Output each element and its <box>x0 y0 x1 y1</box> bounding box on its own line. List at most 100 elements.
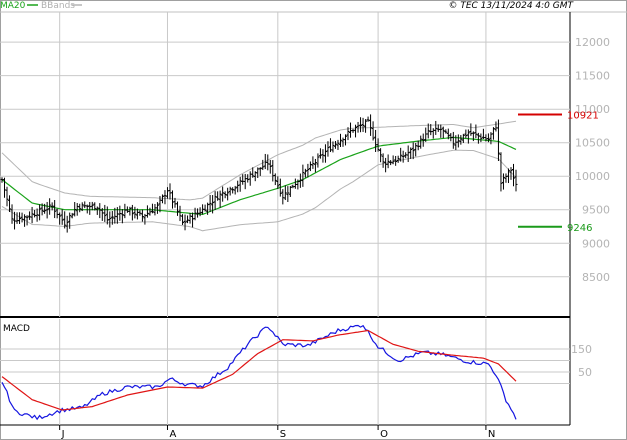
macd-lines <box>1 324 517 421</box>
right-margin-area <box>570 12 626 439</box>
price-bar <box>486 133 490 143</box>
macd-gridlines <box>0 319 570 425</box>
price-bar <box>286 186 290 202</box>
legend-bbands: BBands <box>41 1 75 11</box>
price-bar <box>381 153 385 168</box>
price-bar <box>80 202 84 212</box>
price-bar <box>306 163 310 178</box>
price-bar <box>90 201 94 211</box>
price-bar <box>419 135 423 149</box>
macd-tick-label: 150 <box>571 343 592 356</box>
price-bar <box>338 133 342 147</box>
price-bar <box>511 163 515 187</box>
price-bar <box>336 139 340 150</box>
signal-series <box>1 329 517 411</box>
price-bar <box>386 154 390 169</box>
price-bar <box>364 119 368 133</box>
price-tick-label: 11500 <box>575 70 610 83</box>
price-bar <box>391 155 395 165</box>
price-bar <box>394 155 398 166</box>
price-bar <box>53 199 57 219</box>
price-bar <box>283 185 287 201</box>
price-bar <box>73 201 77 217</box>
price-bar <box>308 161 312 172</box>
price-bar <box>93 202 97 211</box>
price-bar <box>323 144 327 163</box>
macd-y-axis: 50 150 <box>571 343 592 379</box>
price-bar <box>203 204 207 212</box>
price-bar <box>10 204 14 224</box>
price-bar <box>108 211 112 228</box>
price-bar <box>221 186 225 202</box>
price-bar <box>181 214 185 225</box>
price-bar <box>63 211 67 229</box>
price-bar <box>316 153 320 168</box>
price-bar <box>160 194 164 204</box>
price-tick-label: 8500 <box>582 271 610 284</box>
price-tick-label: 12000 <box>575 36 610 49</box>
x-tick-label: N <box>488 429 495 440</box>
x-tick-label: S <box>280 429 286 440</box>
price-bar <box>411 142 415 160</box>
price-bar <box>48 198 52 215</box>
price-bar <box>496 119 500 161</box>
price-bar <box>421 133 425 147</box>
price-bar <box>459 135 463 145</box>
price-bar <box>389 160 393 166</box>
price-bar <box>346 127 350 141</box>
price-bar <box>474 124 478 139</box>
price-bar <box>18 212 22 224</box>
price-bar <box>68 212 72 229</box>
bband-lower <box>1 149 517 232</box>
price-bar <box>434 120 438 135</box>
legend-ma20: MA20 <box>0 1 26 11</box>
price-bar <box>258 167 262 176</box>
copyright-label: © TEC 13/11/2024 4:0 GMT <box>448 1 574 11</box>
price-bar <box>371 121 375 141</box>
price-bar <box>344 134 348 146</box>
price-bar <box>369 114 373 136</box>
price-bar <box>464 129 468 139</box>
price-bar <box>38 204 42 221</box>
price-bar <box>298 173 302 188</box>
price-bar <box>85 204 89 214</box>
x-tick-label: O <box>380 429 388 440</box>
price-bar <box>150 203 154 214</box>
price-bar <box>138 210 142 216</box>
price-bar <box>238 176 242 192</box>
price-bar <box>78 203 82 213</box>
price-bar <box>426 123 430 139</box>
price-bar <box>60 209 64 225</box>
price-bar <box>218 190 222 208</box>
price-bar <box>514 169 518 192</box>
price-bar <box>276 176 280 189</box>
price-bar <box>233 185 237 195</box>
price-bar <box>40 203 44 216</box>
price-bar <box>399 147 403 162</box>
price-bar <box>261 159 265 171</box>
price-bar <box>301 164 305 187</box>
price-bar <box>451 131 455 149</box>
price-bar <box>321 149 325 163</box>
price-bar <box>333 141 337 149</box>
price-bar <box>45 201 49 219</box>
price-bar <box>70 212 74 219</box>
price-bar <box>110 211 114 225</box>
price-bar <box>288 185 292 197</box>
price-bar <box>120 209 124 224</box>
price-bar <box>409 147 413 159</box>
price-bar <box>208 194 212 212</box>
macd-tick-label: 50 <box>578 366 592 379</box>
price-bar <box>105 206 109 225</box>
price-bar <box>471 131 475 142</box>
price-bar <box>30 206 34 224</box>
price-bar <box>406 145 410 163</box>
price-bar <box>43 203 47 214</box>
price-bar <box>446 128 450 140</box>
price-bar <box>25 215 29 226</box>
price-bar <box>8 195 12 212</box>
price-bar <box>58 212 62 225</box>
price-bar <box>466 129 470 144</box>
